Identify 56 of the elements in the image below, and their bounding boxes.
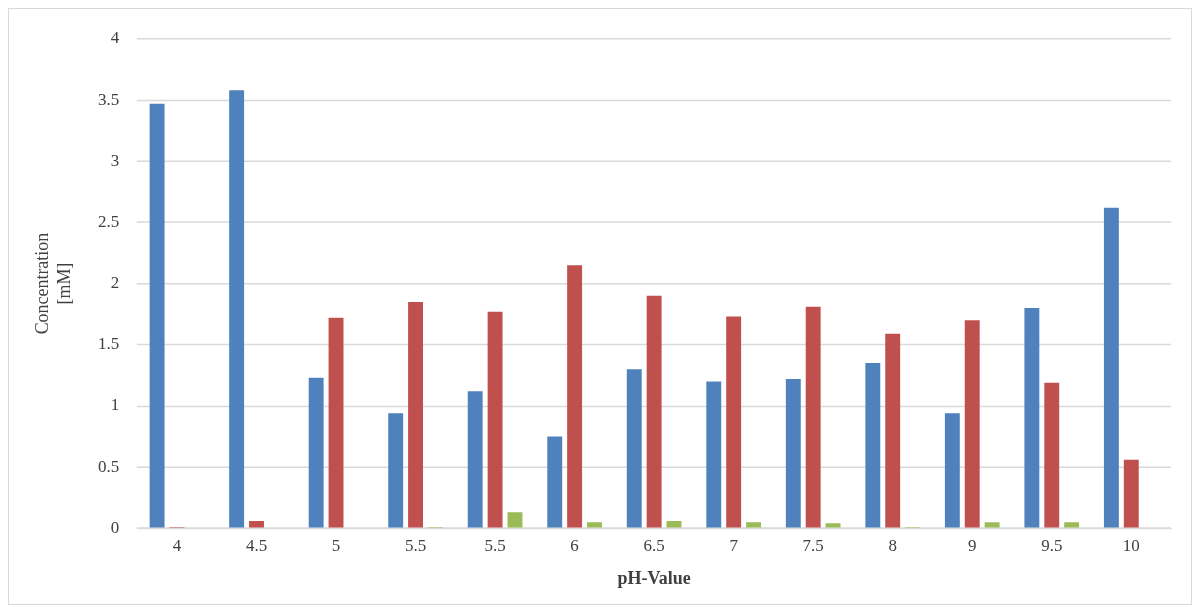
bar: [149, 103, 165, 528]
x-axis-title: pH-Value: [617, 567, 691, 588]
x-tick-label: 4: [172, 535, 182, 555]
bar: [1024, 308, 1040, 528]
bar: [229, 90, 245, 528]
bar: [388, 413, 404, 528]
bar: [666, 520, 682, 528]
x-tick-label: 7.5: [802, 535, 824, 555]
x-tick-label: 6.5: [643, 535, 665, 555]
bar: [626, 369, 642, 528]
y-tick-label: 0.5: [98, 456, 120, 476]
y-axis-title: Concentration [mM]: [32, 232, 75, 335]
bar: [964, 320, 980, 528]
bar: [984, 522, 1000, 528]
y-tick-label: 4: [110, 28, 120, 48]
bar: [1064, 522, 1080, 528]
bar: [408, 301, 424, 528]
bar: [885, 333, 901, 528]
bar: [328, 317, 344, 528]
bar: [487, 311, 503, 528]
bar: [865, 363, 881, 528]
x-tick-label: 5.5: [404, 535, 427, 555]
y-tick-label: 1: [110, 395, 120, 415]
x-tick-label: 9.5: [1041, 535, 1063, 555]
bar: [249, 520, 264, 528]
bar: [726, 316, 742, 528]
bar: [587, 522, 602, 528]
bar: [646, 295, 662, 528]
bar: [944, 413, 960, 528]
x-tick-label: 8: [888, 535, 897, 555]
y-tick-label: 2.5: [98, 211, 120, 231]
bar: [785, 379, 801, 528]
y-tick-label: 0: [110, 517, 120, 537]
x-tick-label: 4.5: [245, 535, 268, 555]
bar: [746, 522, 761, 528]
bar: [567, 265, 583, 528]
x-tick-label: 5: [331, 535, 341, 555]
x-tick-label: 5.5: [484, 535, 506, 555]
bar: [467, 391, 483, 528]
bar: [1103, 207, 1119, 528]
x-tick-label: 6: [570, 535, 579, 555]
y-tick-label: 3.5: [98, 89, 120, 109]
bar: [825, 523, 841, 528]
bar: [706, 381, 722, 528]
x-tick-label: 10: [1122, 535, 1140, 555]
bar: [805, 306, 821, 528]
y-tick-label: 1.5: [98, 334, 120, 354]
bar: [1044, 382, 1060, 528]
bar: [1123, 459, 1139, 528]
x-tick-label: 9: [967, 535, 977, 555]
y-tick-label: 3: [110, 150, 120, 170]
x-tick-label: 7: [729, 535, 738, 555]
bar: [308, 377, 324, 528]
bar: [547, 436, 563, 528]
bar: [507, 512, 523, 528]
y-tick-label: 2: [110, 273, 120, 293]
